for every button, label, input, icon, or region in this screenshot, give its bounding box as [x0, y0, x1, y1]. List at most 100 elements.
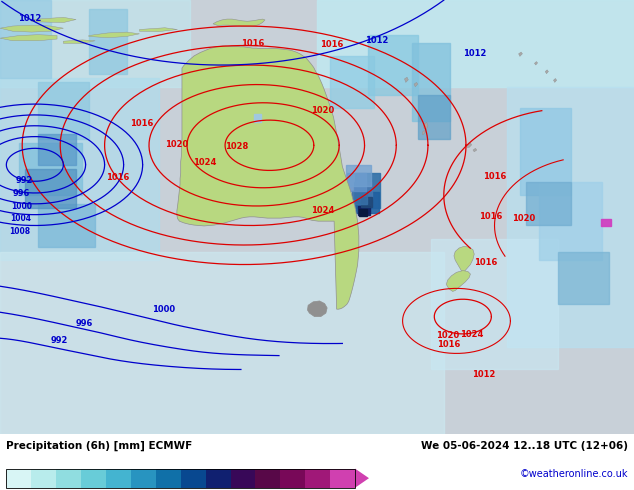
Text: 1020: 1020	[436, 331, 460, 340]
Polygon shape	[473, 148, 477, 152]
Polygon shape	[89, 32, 139, 38]
Text: 1000: 1000	[11, 202, 32, 211]
Bar	[356, 192, 379, 213]
Polygon shape	[519, 52, 522, 56]
Bar	[330, 468, 355, 488]
Text: 996: 996	[13, 189, 30, 198]
Polygon shape	[545, 70, 548, 74]
Polygon shape	[404, 77, 408, 82]
Bar	[359, 209, 367, 216]
Text: 1016: 1016	[479, 213, 503, 221]
Polygon shape	[32, 17, 76, 23]
Bar	[205, 468, 231, 488]
Bar	[330, 56, 374, 108]
Bar	[558, 251, 609, 304]
Bar	[0, 251, 444, 434]
Text: Precipitation (6h) [mm] ECMWF: Precipitation (6h) [mm] ECMWF	[6, 441, 193, 451]
Bar	[280, 468, 305, 488]
Text: 1004: 1004	[10, 214, 31, 223]
Polygon shape	[0, 25, 63, 32]
Bar	[539, 182, 602, 260]
Bar	[0, 0, 51, 78]
Bar	[38, 134, 76, 165]
Polygon shape	[553, 78, 557, 82]
Text: 1016: 1016	[483, 172, 507, 181]
Polygon shape	[454, 246, 474, 273]
Text: 1016: 1016	[130, 119, 153, 128]
Bar	[520, 108, 571, 195]
Polygon shape	[139, 28, 178, 32]
Text: 1020: 1020	[512, 214, 536, 223]
Bar	[81, 468, 106, 488]
Bar	[25, 169, 76, 208]
Bar	[347, 173, 366, 191]
Bar	[38, 82, 89, 139]
Bar	[254, 115, 261, 122]
Polygon shape	[307, 301, 327, 317]
Text: 1012: 1012	[18, 14, 41, 23]
Text: 1020: 1020	[311, 106, 334, 115]
Bar	[181, 468, 205, 488]
Text: We 05-06-2024 12..18 UTC (12+06): We 05-06-2024 12..18 UTC (12+06)	[421, 441, 628, 451]
Bar	[156, 468, 181, 488]
Text: 1016: 1016	[107, 173, 130, 182]
Polygon shape	[422, 130, 425, 134]
Text: 1024: 1024	[311, 206, 334, 216]
Polygon shape	[0, 35, 57, 41]
Bar	[6, 468, 31, 488]
Bar	[131, 468, 156, 488]
Bar	[431, 239, 558, 368]
Bar	[352, 191, 367, 204]
Bar	[89, 9, 127, 74]
Bar	[305, 468, 330, 488]
Polygon shape	[414, 82, 418, 87]
Bar	[0, 0, 190, 87]
Text: ©weatheronline.co.uk: ©weatheronline.co.uk	[519, 469, 628, 479]
Polygon shape	[177, 46, 359, 309]
Bar	[19, 143, 82, 195]
Text: 1000: 1000	[152, 305, 175, 314]
Text: 1012: 1012	[463, 49, 486, 58]
Text: 1028: 1028	[225, 142, 249, 151]
Polygon shape	[213, 19, 265, 26]
Bar	[38, 204, 95, 247]
Bar	[31, 468, 56, 488]
Bar	[361, 197, 372, 207]
Text: 992: 992	[51, 337, 68, 345]
Text: 992: 992	[15, 176, 32, 185]
Bar	[418, 96, 450, 139]
Text: 1008: 1008	[9, 227, 30, 236]
Text: 1012: 1012	[472, 370, 496, 379]
Bar	[317, 0, 634, 87]
Polygon shape	[63, 40, 95, 44]
Bar	[56, 468, 81, 488]
Bar	[601, 219, 611, 226]
Bar	[526, 182, 571, 225]
Text: 1012: 1012	[365, 36, 388, 46]
Text: 1016: 1016	[437, 340, 461, 349]
Bar	[368, 35, 418, 96]
Bar	[354, 182, 372, 199]
Bar	[355, 173, 380, 208]
Text: 1016: 1016	[241, 39, 264, 48]
Text: 1024: 1024	[193, 158, 217, 167]
Polygon shape	[534, 62, 538, 65]
Polygon shape	[467, 143, 472, 147]
Bar	[0, 78, 158, 260]
Bar	[106, 468, 131, 488]
Polygon shape	[446, 270, 470, 292]
Text: 1016: 1016	[320, 40, 344, 49]
Bar	[346, 165, 371, 187]
Bar	[231, 468, 256, 488]
Text: 1016: 1016	[474, 258, 498, 267]
Polygon shape	[424, 122, 428, 130]
Bar	[6, 468, 355, 488]
Bar	[412, 44, 450, 122]
Bar	[507, 87, 634, 347]
Bar	[256, 468, 280, 488]
Text: 996: 996	[76, 319, 93, 328]
Bar	[358, 206, 370, 215]
Text: 1020: 1020	[165, 141, 188, 149]
Text: 1024: 1024	[460, 330, 483, 340]
Polygon shape	[355, 468, 369, 488]
